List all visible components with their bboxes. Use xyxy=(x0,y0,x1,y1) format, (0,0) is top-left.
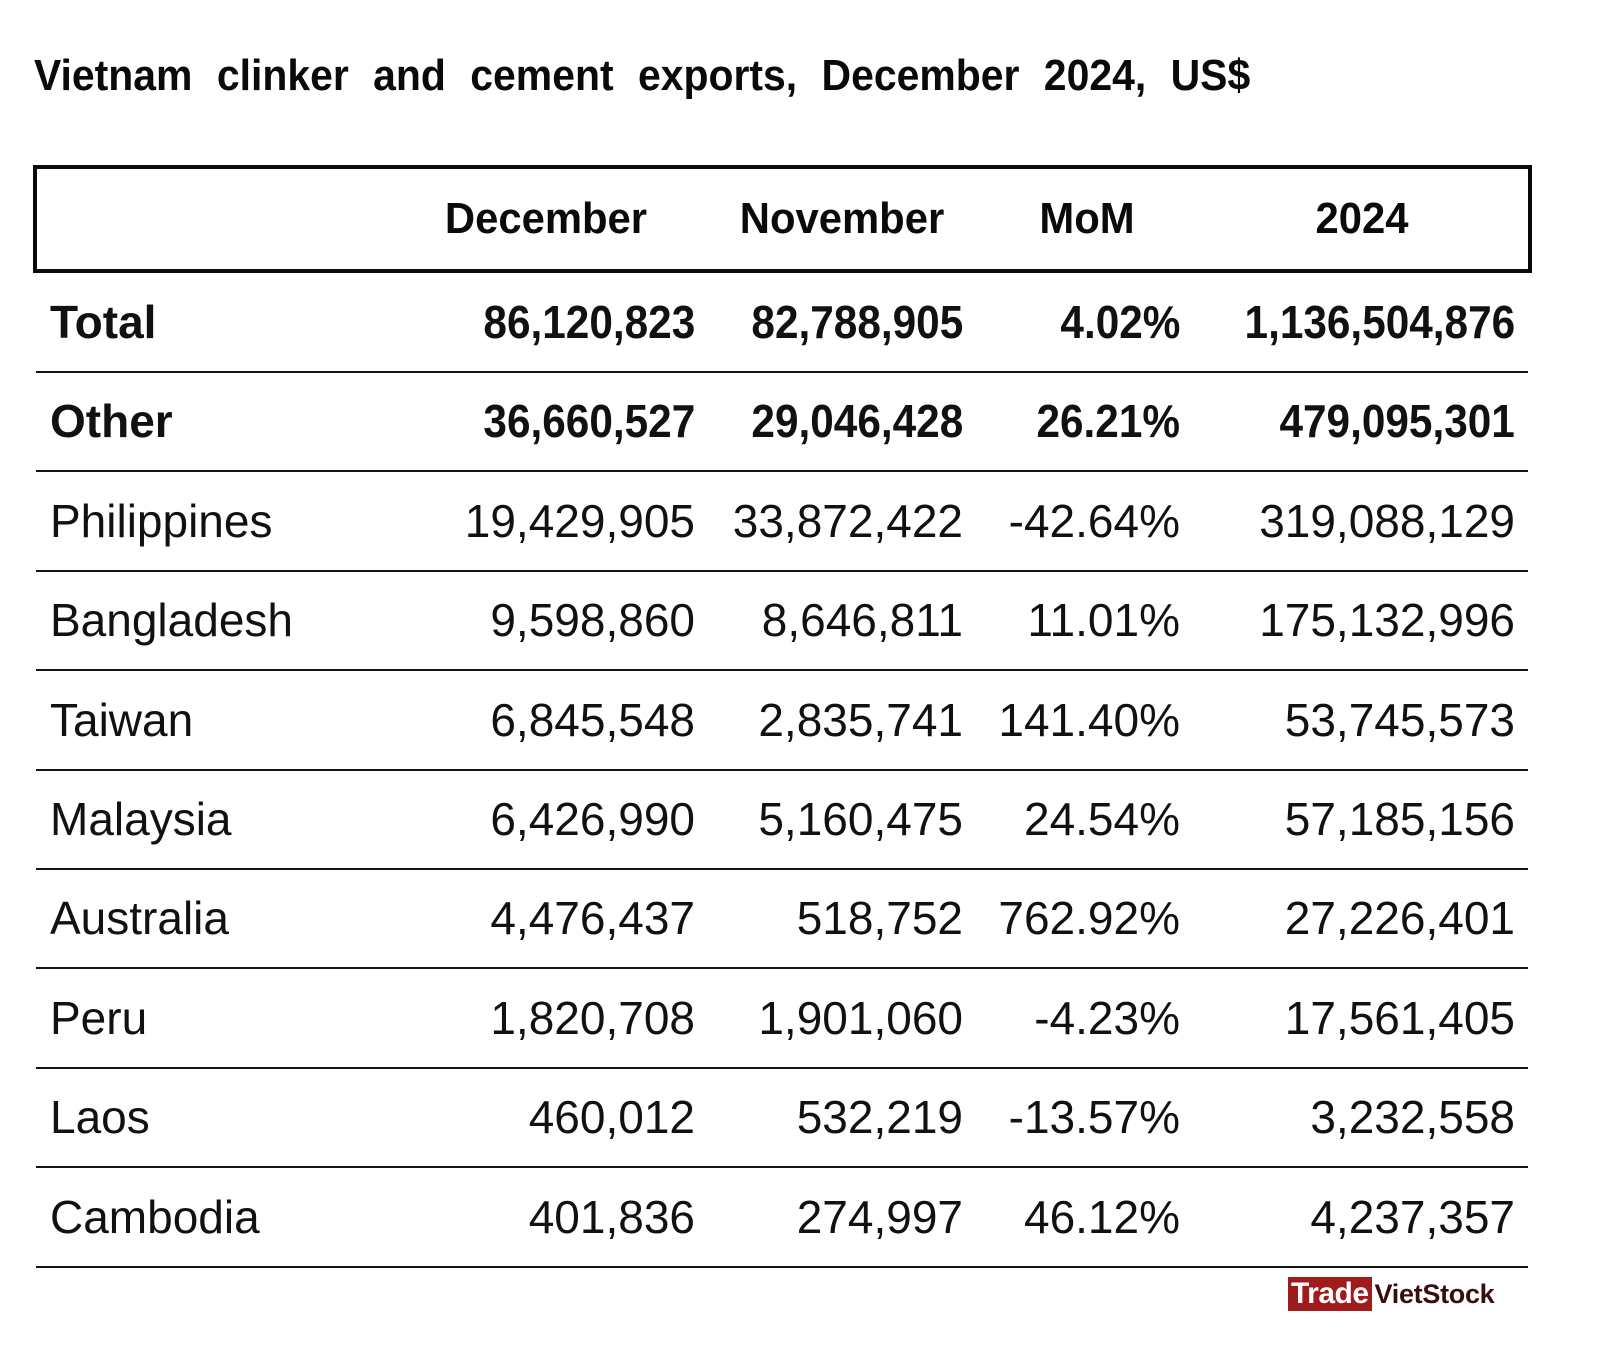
cell-2024: 1,136,504,876 xyxy=(1244,296,1515,348)
row-label: Taiwan xyxy=(50,694,194,746)
row-divider xyxy=(36,1266,1528,1268)
column-header-mom: MoM xyxy=(1039,194,1135,243)
cell-2024: 319,088,129 xyxy=(1259,495,1515,547)
table-row: Peru 1,820,708 1,901,060 -4.23% 17,561,405 xyxy=(36,970,1528,1069)
cell-2024: 57,185,156 xyxy=(1284,793,1515,845)
cell-november: 82,788,905 xyxy=(751,296,963,348)
cell-november: 33,872,422 xyxy=(732,495,963,547)
column-header-2024: 2024 xyxy=(1315,194,1409,243)
row-label: Other xyxy=(50,395,173,447)
cell-december: 86,120,823 xyxy=(483,296,695,348)
row-label: Laos xyxy=(50,1091,150,1143)
cell-mom: -42.64% xyxy=(1008,495,1180,547)
cell-mom: 46.12% xyxy=(1023,1191,1180,1243)
cell-november: 1,901,060 xyxy=(758,992,963,1044)
row-label: Peru xyxy=(50,992,148,1044)
cell-november: 274,997 xyxy=(796,1191,963,1243)
cell-november: 5,160,475 xyxy=(758,793,963,845)
column-header-december: December xyxy=(444,194,648,243)
row-label: Bangladesh xyxy=(50,594,293,646)
cell-november: 8,646,811 xyxy=(761,594,963,646)
row-divider xyxy=(36,868,1528,870)
tradevietstock-logo: Trade VietStock xyxy=(1288,1277,1495,1311)
row-label: Philippines xyxy=(50,495,273,547)
row-divider xyxy=(36,967,1528,969)
cell-2024: 3,232,558 xyxy=(1310,1091,1515,1143)
table-row: Other 36,660,527 29,046,428 26.21% 479,095,3… xyxy=(36,373,1528,472)
cell-mom: 24.54% xyxy=(1023,793,1180,845)
cell-november: 2,835,741 xyxy=(758,694,963,746)
cell-2024: 53,745,573 xyxy=(1284,694,1515,746)
cell-december: 6,845,548 xyxy=(490,694,695,746)
cell-december: 6,426,990 xyxy=(490,793,695,845)
cell-november: 532,219 xyxy=(796,1091,963,1143)
column-header-november: November xyxy=(739,194,945,243)
cell-2024: 27,226,401 xyxy=(1284,892,1515,944)
table-row: Philippines 19,429,905 33,872,422 -42.64% 31… xyxy=(36,473,1528,572)
row-divider xyxy=(36,1067,1528,1069)
table-row: Bangladesh 9,598,860 8,646,811 11.01% 175,13… xyxy=(36,572,1528,671)
cell-november: 518,752 xyxy=(796,892,963,944)
table-header: December November MoM 2024 xyxy=(33,165,1532,273)
page-title: Vietnam clinker and cement exports, Dece… xyxy=(34,51,1251,100)
row-divider xyxy=(36,570,1528,572)
cell-2024: 175,132,996 xyxy=(1259,594,1515,646)
table-row: Australia 4,476,437 518,752 762.92% 27,226,4… xyxy=(36,870,1528,969)
table-row: Taiwan 6,845,548 2,835,741 141.40% 53,745,57… xyxy=(36,672,1528,771)
table-row: Cambodia 401,836 274,997 46.12% 4,237,357 xyxy=(36,1169,1528,1268)
row-divider xyxy=(36,769,1528,771)
cell-2024: 479,095,301 xyxy=(1279,395,1515,447)
cell-december: 4,476,437 xyxy=(490,892,695,944)
cell-mom: 141.40% xyxy=(998,694,1180,746)
row-divider xyxy=(36,669,1528,671)
cell-mom: 762.92% xyxy=(998,892,1180,944)
row-label: Cambodia xyxy=(50,1191,260,1243)
row-label: Total xyxy=(50,296,157,348)
cell-mom: -4.23% xyxy=(1034,992,1180,1044)
logo-trade-text: Trade xyxy=(1288,1277,1372,1311)
table-row: Malaysia 6,426,990 5,160,475 24.54% 57,185,1… xyxy=(36,771,1528,870)
cell-december: 401,836 xyxy=(528,1191,695,1243)
table-row: Total 86,120,823 82,788,905 4.02% 1,136,504,… xyxy=(36,274,1528,373)
row-divider xyxy=(36,1166,1528,1168)
cell-december: 1,820,708 xyxy=(490,992,695,1044)
table-row: Laos 460,012 532,219 -13.57% 3,232,558 xyxy=(36,1069,1528,1168)
cell-2024: 17,561,405 xyxy=(1284,992,1515,1044)
cell-december: 19,429,905 xyxy=(464,495,695,547)
cell-mom: 26.21% xyxy=(1036,395,1180,447)
cell-december: 460,012 xyxy=(528,1091,695,1143)
row-label: Malaysia xyxy=(50,793,232,845)
row-divider xyxy=(36,470,1528,472)
cell-november: 29,046,428 xyxy=(751,395,963,447)
cell-december: 9,598,860 xyxy=(490,594,695,646)
row-divider xyxy=(36,371,1528,373)
row-label: Australia xyxy=(50,892,229,944)
cell-2024: 4,237,357 xyxy=(1310,1191,1515,1243)
cell-mom: 4.02% xyxy=(1059,296,1180,348)
cell-mom: 11.01% xyxy=(1027,594,1180,646)
cell-december: 36,660,527 xyxy=(483,395,695,447)
logo-vietstock-text: VietStock xyxy=(1374,1279,1495,1309)
cell-mom: -13.57% xyxy=(1008,1091,1180,1143)
